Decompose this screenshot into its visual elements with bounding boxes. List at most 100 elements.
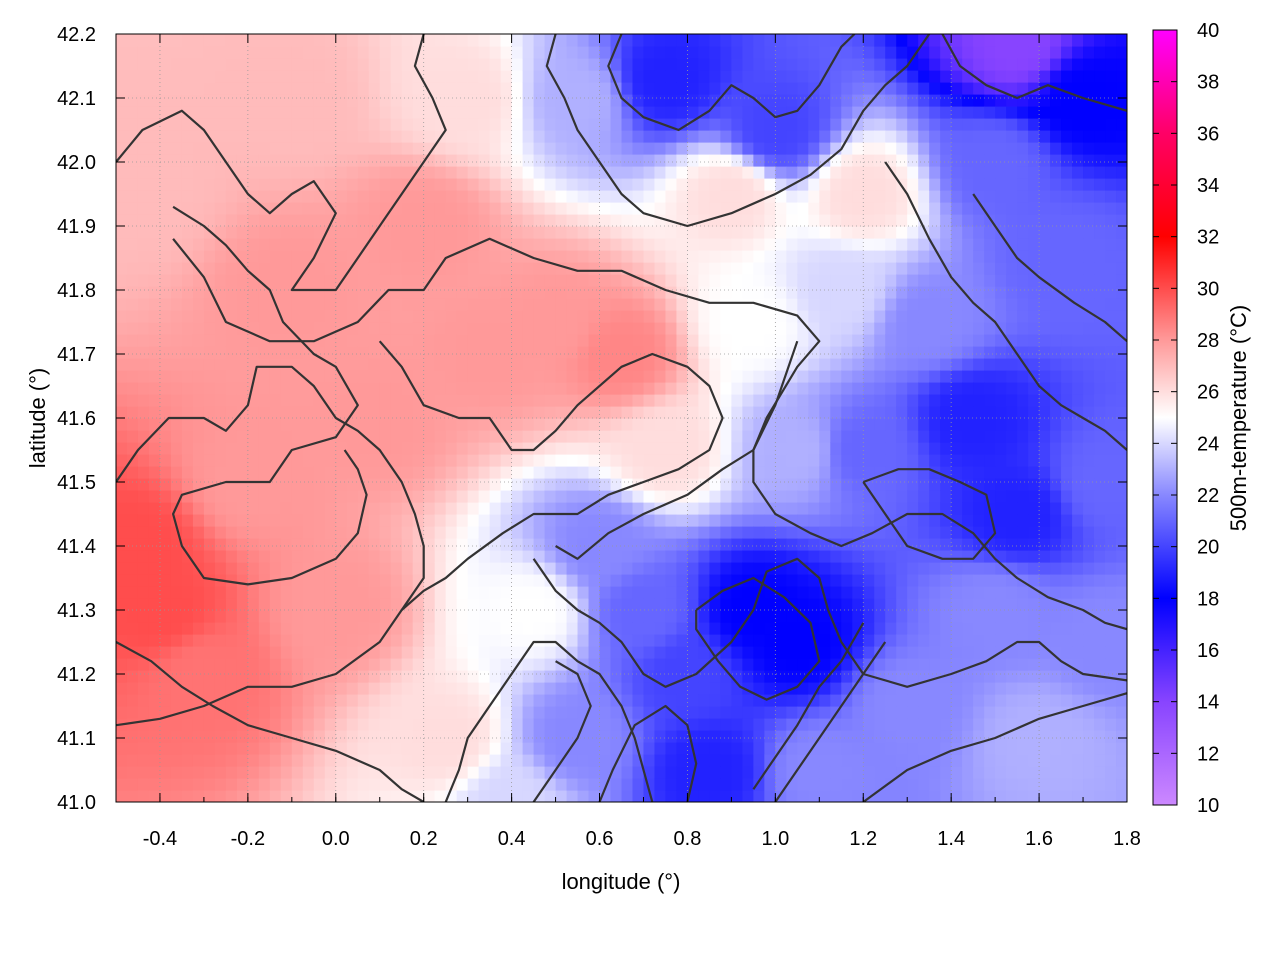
heat-cell [423, 502, 436, 515]
heat-cell [555, 646, 568, 659]
heat-cell [566, 418, 579, 431]
heat-cell [940, 322, 952, 335]
heat-cell [753, 754, 765, 767]
heat-cell [621, 274, 634, 287]
heat-cell [478, 130, 491, 143]
heat-cell [137, 298, 150, 311]
heat-cell [632, 694, 645, 707]
heat-cell [269, 250, 282, 263]
heat-cell [962, 406, 974, 419]
heat-cell [533, 670, 546, 683]
heat-cell [280, 718, 293, 731]
heat-cell [291, 538, 304, 551]
heat-cell [203, 94, 216, 107]
heat-cell [478, 634, 491, 647]
heat-cell [874, 82, 886, 95]
heat-cell [962, 574, 974, 587]
heat-cell [170, 514, 183, 527]
heat-cell [148, 598, 161, 611]
heat-cell [489, 34, 502, 47]
heat-cell [489, 598, 502, 611]
heat-cell [885, 82, 897, 95]
heat-cell [181, 406, 194, 419]
heat-cell [896, 550, 908, 563]
heat-cell [643, 718, 656, 731]
heat-cell [116, 118, 128, 131]
heat-cell [687, 154, 700, 167]
heat-cell [522, 130, 535, 143]
heat-cell [709, 118, 722, 131]
heat-cell [852, 454, 864, 467]
heat-cell [599, 334, 612, 347]
heat-cell [830, 682, 842, 695]
heat-cell [544, 406, 557, 419]
heat-cell [951, 226, 963, 239]
heat-cell [731, 70, 743, 83]
heat-cell [412, 166, 425, 179]
heat-cell [247, 466, 260, 479]
heat-cell [137, 514, 150, 527]
heat-cell [500, 598, 513, 611]
heat-cell [412, 442, 425, 455]
heat-cell [775, 298, 787, 311]
heat-cell [599, 502, 612, 515]
heat-cell [225, 478, 238, 491]
heat-cell [863, 502, 875, 515]
heat-cell [599, 454, 612, 467]
heat-cell [203, 430, 216, 443]
heat-cell [335, 214, 348, 227]
heat-cell [500, 250, 513, 263]
heat-cell [302, 658, 315, 671]
heat-cell [390, 166, 403, 179]
heat-cell [379, 778, 392, 791]
heat-cell [742, 730, 754, 743]
heat-cell [116, 598, 128, 611]
heat-cell [742, 466, 754, 479]
heat-cell [126, 166, 139, 179]
heat-cell [599, 202, 612, 215]
heat-cell [291, 682, 304, 695]
heat-cell [313, 682, 326, 695]
heat-cell [764, 70, 776, 83]
heat-cell [610, 334, 623, 347]
heat-cell [148, 82, 161, 95]
heat-cell [742, 34, 754, 47]
heat-cell [555, 790, 568, 802]
heat-cell [709, 550, 722, 563]
heat-cell [863, 94, 875, 107]
heat-cell [269, 790, 282, 802]
heat-cell [148, 322, 161, 335]
heat-cell [863, 274, 875, 287]
heat-cell [335, 562, 348, 575]
heat-cell [401, 778, 414, 791]
heat-cell [797, 478, 809, 491]
heat-cell [192, 178, 205, 191]
heat-cell [874, 466, 886, 479]
heat-cell [907, 442, 919, 455]
heat-cell [819, 370, 831, 383]
heat-cell [874, 130, 886, 143]
heat-cell [181, 646, 194, 659]
heat-cell [313, 154, 326, 167]
heat-cell [335, 766, 348, 779]
heat-cell [423, 598, 436, 611]
heat-cell [280, 766, 293, 779]
heat-cell [269, 538, 282, 551]
heat-cell [280, 394, 293, 407]
heat-cell [544, 382, 557, 395]
heat-cell [126, 670, 139, 683]
heat-cell [280, 106, 293, 119]
heat-cell [247, 310, 260, 323]
heat-cell [753, 658, 765, 671]
heat-cell [863, 178, 875, 191]
heat-cell [962, 586, 974, 599]
heat-cell [412, 310, 425, 323]
heat-cell [170, 142, 183, 155]
heat-cell [181, 178, 194, 191]
heat-cell [148, 502, 161, 515]
heat-cell [247, 154, 260, 167]
heat-cell [742, 334, 754, 347]
heat-cell [643, 538, 656, 551]
heat-cell [401, 346, 414, 359]
heat-cell [753, 694, 765, 707]
